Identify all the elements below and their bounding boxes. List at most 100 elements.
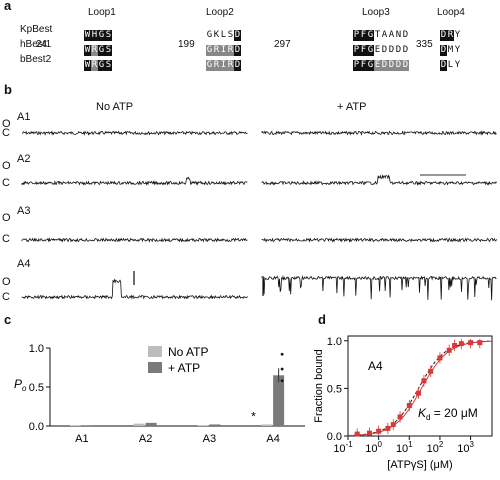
loop-label-3: Loop3 [362, 7, 390, 18]
data-point [366, 430, 372, 436]
sequence-name: KpBest [20, 24, 53, 35]
plus-atp-heading: + ATP [337, 101, 367, 113]
data-point [390, 422, 396, 428]
x-tick-label: 102 [427, 440, 444, 455]
residue: Y [454, 60, 461, 71]
significance-asterisk: * [251, 410, 256, 424]
legend-label: No ATP [168, 345, 208, 359]
x-tick-exponent: 0 [378, 440, 383, 449]
bar [69, 425, 81, 427]
y-tick-label: 0.5 [327, 383, 342, 395]
residue: G [206, 60, 213, 71]
closed-level-label: C [2, 291, 10, 303]
residue-number: 24 [36, 39, 48, 50]
residue: D [388, 45, 395, 56]
po-bar-chart: 0.0 0.5 1.0 Po A1 A2 A3 A4 * No ATP + ATP [14, 343, 305, 445]
residue: L [220, 30, 227, 41]
bar [261, 424, 273, 426]
open-level-label: O [2, 118, 11, 130]
residue: D [234, 45, 241, 56]
current-trace [261, 173, 497, 186]
bar [273, 375, 285, 426]
bar [209, 424, 221, 426]
residue: N [395, 30, 402, 41]
residue: D [440, 45, 447, 56]
open-level-label: O [2, 276, 11, 288]
current-trace [261, 237, 497, 243]
data-point [406, 403, 412, 409]
x-tick-exponent: 1 [408, 440, 413, 449]
residue: D [402, 30, 409, 41]
trace-label: A4 [17, 258, 31, 270]
y-tick-label: 0.0 [327, 431, 342, 443]
kd-value: = 20 μM [430, 406, 477, 420]
current-trace [21, 278, 248, 300]
residue: R [213, 60, 220, 71]
y-tick-label: 1.0 [29, 343, 44, 355]
bar [197, 425, 209, 427]
residue: D [440, 60, 447, 71]
x-tick-label: A4 [266, 433, 279, 445]
residue: G [98, 45, 105, 56]
data-point [446, 347, 452, 353]
residue: D [395, 60, 402, 71]
residue: S [105, 60, 112, 71]
residue: R [227, 60, 234, 71]
residue: P [353, 60, 360, 71]
binding-curve-chart: 0.00.51.010-1 100 101 102 103[ATPγS] (μM)Fra… [313, 335, 493, 471]
residue: H [91, 30, 98, 41]
current-trace [261, 275, 497, 301]
trace-label: A1 [17, 111, 31, 123]
data-point [458, 341, 464, 347]
current-trace [21, 176, 248, 186]
residue: R [91, 60, 98, 71]
residue: D [388, 60, 395, 71]
kd-subscript: d [426, 413, 430, 422]
legend-swatch [148, 346, 162, 357]
residue: E [374, 60, 381, 71]
trace-label: A3 [17, 205, 31, 217]
residue: I [220, 45, 227, 56]
data-point [354, 431, 360, 437]
bar [81, 425, 93, 427]
x-tick-label: A2 [139, 433, 152, 445]
data-point [468, 340, 474, 346]
fit-curve [348, 340, 492, 437]
y-axis-label-sub: o [22, 384, 27, 393]
single-channel-traces [21, 130, 497, 301]
residue: G [206, 30, 213, 41]
panel-d-label: d [318, 312, 326, 327]
y-axis-label: Fraction bound [313, 349, 325, 422]
residue: S [105, 45, 112, 56]
residue: P [353, 45, 360, 56]
trace-label: A4 [368, 359, 383, 373]
residue: G [367, 60, 374, 71]
residue: L [447, 60, 454, 71]
x-tick-exponent: 2 [439, 440, 444, 449]
plot-frame [347, 335, 493, 437]
closed-level-label: C [2, 233, 10, 245]
legend-swatch [148, 362, 162, 373]
residue: F [360, 30, 367, 41]
data-point [397, 414, 403, 420]
y-tick-label: 0.5 [29, 382, 44, 394]
residue: M [447, 45, 454, 56]
x-tick-label: 10-1 [333, 440, 353, 455]
residue: A [388, 30, 395, 41]
trace-label: A2 [17, 153, 31, 165]
x-tick-label: 101 [396, 440, 413, 455]
data-point [452, 343, 458, 349]
residue: W [84, 45, 91, 56]
bar [133, 423, 145, 426]
